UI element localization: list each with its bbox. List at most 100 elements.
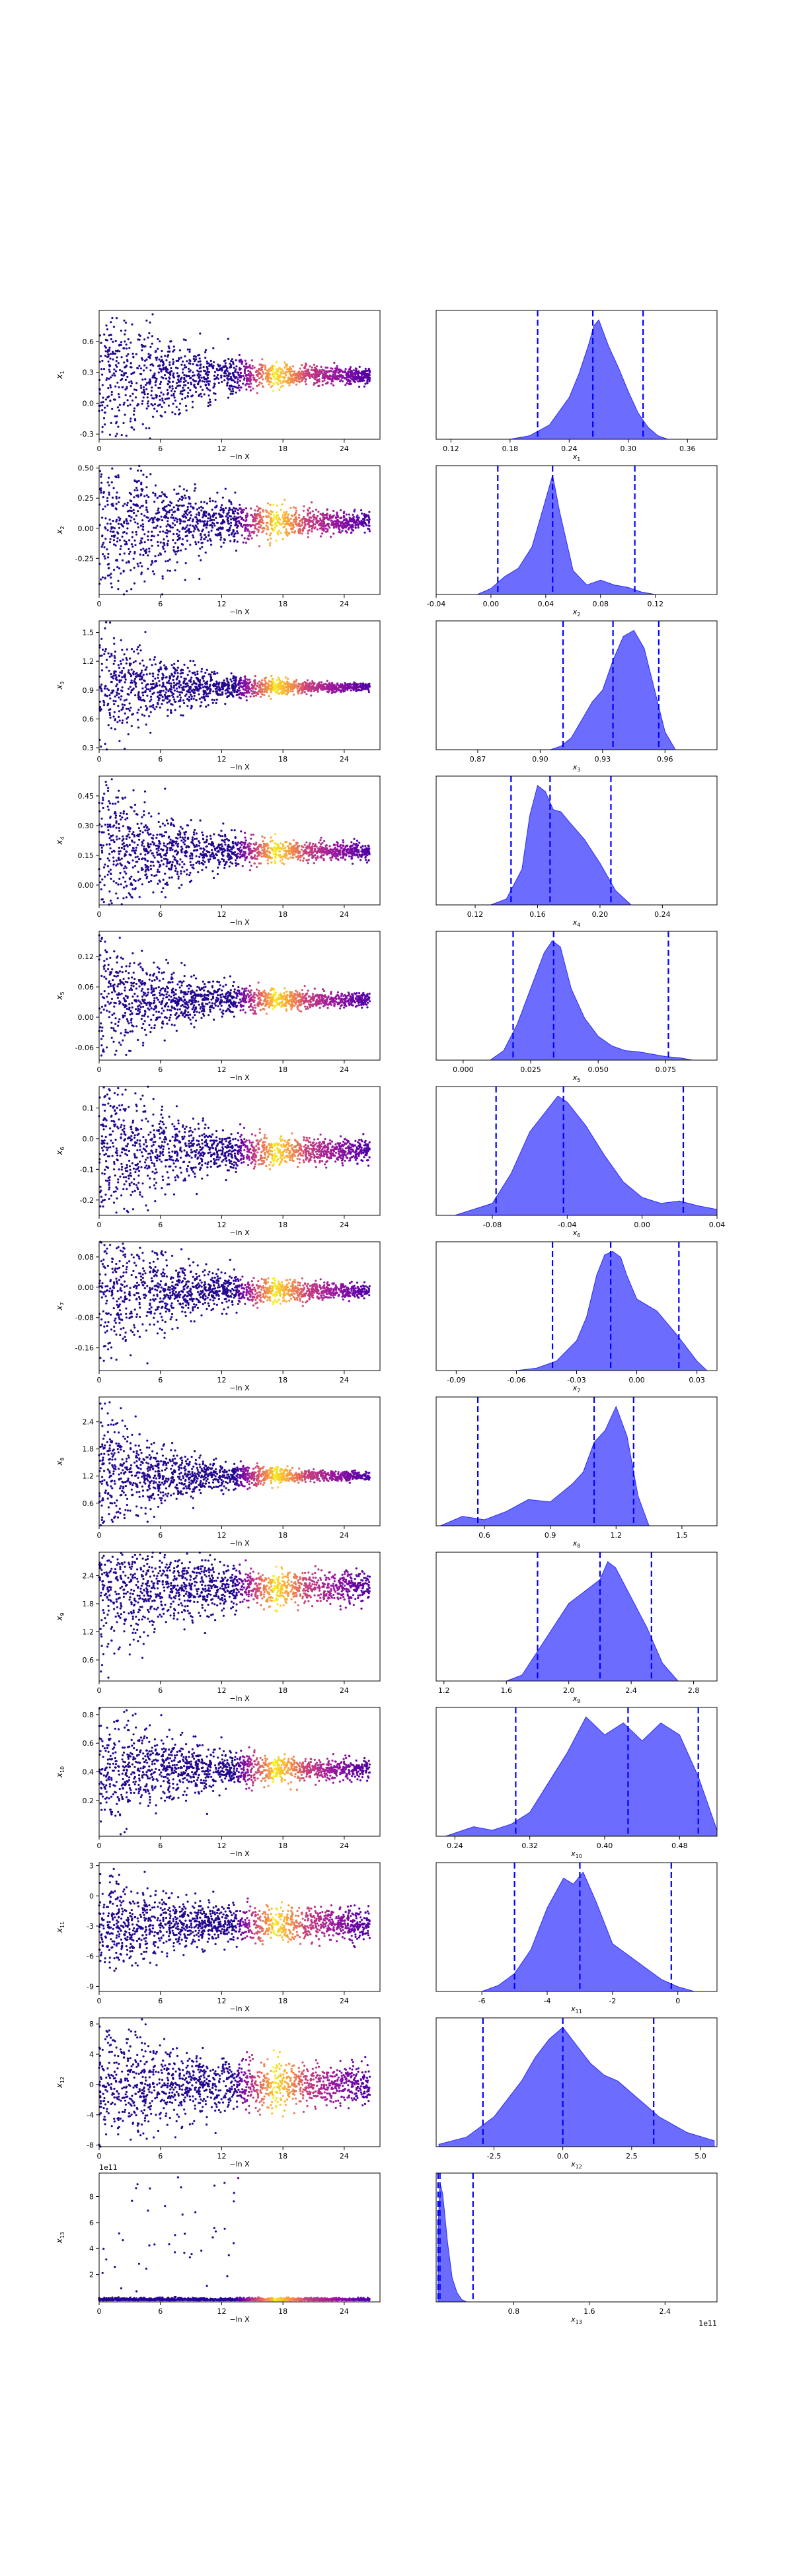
- scatter-point: [266, 526, 269, 528]
- scatter-point: [179, 519, 182, 522]
- scatter-point: [249, 386, 252, 388]
- scatter-point: [229, 540, 232, 542]
- scatter-point: [357, 526, 359, 529]
- scatter-point: [254, 380, 257, 383]
- scatter-point: [101, 534, 104, 537]
- scatter-point: [239, 379, 241, 382]
- scatter-point: [227, 338, 229, 340]
- scatter-point: [213, 375, 216, 377]
- scatter-point: [129, 420, 132, 423]
- scatter-point: [110, 586, 113, 589]
- scatter-point: [102, 368, 106, 371]
- scatter-point: [115, 859, 118, 862]
- scatter-point: [311, 376, 314, 378]
- scatter-point: [280, 368, 283, 371]
- scatter-point: [116, 349, 119, 352]
- scatter-point: [325, 515, 328, 517]
- scatter-point: [241, 363, 243, 365]
- scatter-point: [130, 417, 132, 420]
- scatter-point: [241, 517, 244, 520]
- scatter-point: [142, 528, 145, 531]
- scatter-point: [185, 509, 188, 513]
- scatter-point: [311, 373, 313, 376]
- scatter-point: [333, 369, 336, 372]
- scatter-point: [260, 367, 262, 369]
- scatter-point: [190, 381, 192, 384]
- scatter-point: [109, 697, 112, 700]
- scatter-point: [367, 514, 369, 517]
- scatter-point: [161, 361, 165, 363]
- scatter-point: [363, 519, 366, 522]
- scatter-point: [170, 703, 172, 705]
- scatter-point: [308, 373, 311, 376]
- scatter-point: [130, 362, 132, 365]
- scatter-point: [158, 871, 161, 873]
- scatter-point: [147, 688, 150, 691]
- y-tick-label: 0.0: [83, 399, 94, 408]
- scatter-point: [190, 514, 192, 517]
- scatter-point: [182, 686, 185, 688]
- scatter-point: [115, 421, 118, 423]
- scatter-point: [249, 525, 252, 528]
- scatter-point: [157, 338, 159, 341]
- scatter-point: [120, 343, 122, 347]
- scatter-point: [361, 520, 364, 523]
- scatter-point: [243, 369, 246, 371]
- scatter-point: [172, 549, 175, 552]
- scatter-point: [217, 693, 219, 696]
- scatter-point: [104, 648, 107, 651]
- scatter-point: [266, 374, 268, 377]
- scatter-point: [186, 705, 189, 707]
- scatter-point: [208, 362, 210, 365]
- scatter-point: [368, 518, 371, 521]
- scatter-point: [238, 353, 241, 357]
- scatter-point: [135, 672, 138, 674]
- scatter-point: [307, 520, 310, 523]
- scatter-point: [101, 373, 104, 376]
- scatter-point: [248, 374, 250, 377]
- scatter-point: [110, 338, 112, 341]
- scatter-point: [224, 372, 227, 375]
- scatter-point: [196, 508, 198, 511]
- scatter-point: [187, 519, 190, 522]
- scatter-point: [301, 521, 304, 524]
- scatter-point: [261, 358, 264, 361]
- scatter-point: [173, 390, 176, 393]
- scatter-point: [155, 513, 157, 515]
- scatter-point: [210, 365, 213, 368]
- scatter-point: [339, 690, 342, 693]
- scatter-point: [360, 523, 363, 526]
- scatter-point: [151, 313, 154, 316]
- scatter-point: [112, 662, 115, 665]
- scatter-point: [161, 577, 164, 580]
- x-tick-label: 18: [278, 755, 287, 764]
- scatter-point: [199, 374, 202, 376]
- scatter-point: [298, 532, 301, 534]
- scatter-point: [225, 375, 228, 377]
- scatter-point: [172, 678, 174, 682]
- scatter-point: [282, 516, 284, 519]
- scatter-point: [123, 699, 126, 702]
- scatter-point: [145, 723, 147, 726]
- scatter-point: [149, 683, 152, 686]
- scatter-point: [140, 357, 143, 360]
- scatter-point: [140, 822, 143, 825]
- scatter-point: [129, 550, 132, 553]
- scatter-point: [321, 527, 324, 530]
- scatter-point: [315, 379, 318, 382]
- scatter-point: [314, 687, 317, 690]
- scatter-point: [133, 511, 135, 515]
- scatter-point: [229, 501, 232, 503]
- scatter-point: [271, 686, 274, 688]
- scatter-point: [291, 515, 294, 518]
- scatter-point: [112, 637, 116, 639]
- scatter-point: [100, 669, 104, 672]
- scatter-point: [103, 546, 106, 549]
- scatter-point: [255, 534, 258, 537]
- scatter-point: [270, 510, 272, 513]
- scatter-point: [108, 859, 111, 862]
- scatter-point: [163, 367, 165, 369]
- scatter-point: [167, 540, 170, 542]
- scatter-point: [153, 573, 155, 575]
